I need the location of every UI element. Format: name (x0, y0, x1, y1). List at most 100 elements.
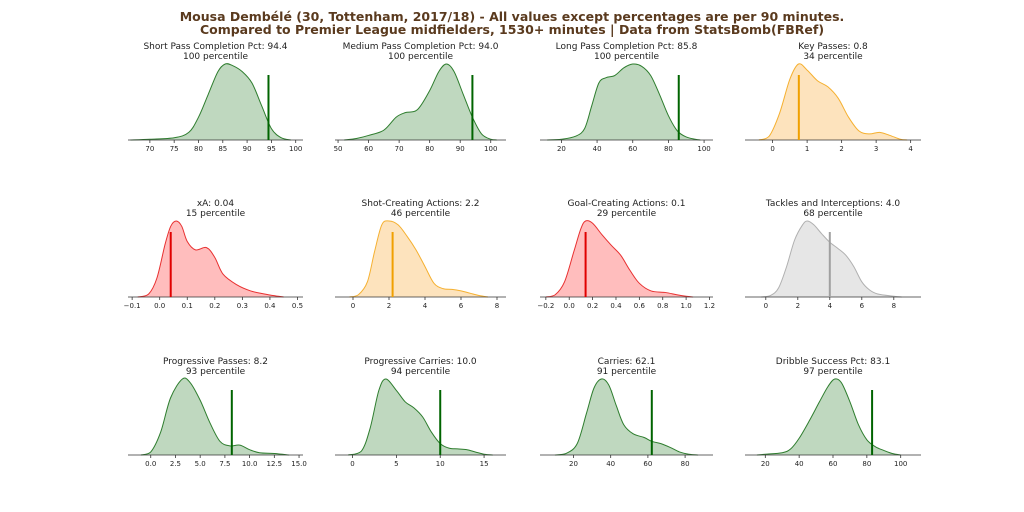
density-area (756, 378, 901, 455)
x-tick-label: 4 (423, 302, 428, 310)
x-tick-label: 5.0 (195, 460, 206, 468)
panel-percentile: 100 percentile (183, 52, 249, 62)
density-curve (545, 220, 694, 298)
x-tick-label: 0.2 (209, 302, 220, 310)
panel-title: Tackles and Interceptions: 4.0 (765, 199, 901, 209)
panel-percentile: 97 percentile (803, 367, 863, 377)
x-tick-label: 100 (894, 460, 907, 468)
x-tick-label: 80 (194, 145, 203, 153)
x-tick-label: 95 (267, 145, 276, 153)
x-tick-label: 0 (351, 302, 355, 310)
panel-percentile: 15 percentile (186, 209, 246, 219)
x-tick-label: 80 (862, 460, 871, 468)
density-area (758, 63, 908, 141)
x-tick-label: 0.5 (292, 302, 303, 310)
x-tick-label: 100 (484, 145, 497, 153)
kde-panel-8: Tackles and Interceptions: 4.068 percent… (745, 199, 921, 310)
chart-subtitle: Compared to Premier League midfielders, … (199, 22, 825, 37)
x-tick-label: 0.1 (182, 302, 193, 310)
density-curve (344, 63, 497, 141)
panel-title: Long Pass Completion Pct: 85.8 (556, 42, 698, 52)
x-tick-label: 0.0 (145, 460, 156, 468)
x-tick-label: 15 (480, 460, 489, 468)
x-tick-label: 90 (243, 145, 252, 153)
kde-panel-6: Shot-Creating Actions: 2.246 percentile 0… (335, 199, 506, 310)
x-tick-label: −0.1 (124, 302, 141, 310)
x-tick-label: 60 (829, 460, 838, 468)
x-tick-label: 0.8 (657, 302, 668, 310)
x-tick-label: 5 (394, 460, 398, 468)
panel-title: Shot-Creating Actions: 2.2 (362, 199, 480, 209)
x-tick-label: 100 (697, 145, 710, 153)
x-tick-label: 85 (218, 145, 227, 153)
panel-title: Dribble Success Pct: 83.1 (776, 357, 890, 367)
x-tick-label: 12.5 (267, 460, 283, 468)
x-tick-label: 15.0 (291, 460, 307, 468)
panel-percentile: 46 percentile (391, 209, 451, 219)
density-area (547, 63, 701, 140)
x-tick-label: 0.2 (587, 302, 598, 310)
x-tick-label: −0.2 (537, 302, 554, 310)
x-tick-label: 6 (459, 302, 464, 310)
panel-title: Goal-Creating Actions: 0.1 (568, 199, 686, 209)
density-area (130, 63, 291, 141)
panel-percentile: 100 percentile (388, 52, 454, 62)
density-area (348, 379, 493, 455)
x-tick-label: 40 (606, 460, 615, 468)
kde-panel-9: Progressive Passes: 8.293 percentile 0.0 2… (128, 357, 307, 468)
x-tick-label: 60 (643, 460, 652, 468)
x-tick-label: 0 (350, 460, 354, 468)
x-tick-label: 2 (796, 302, 800, 310)
kde-panel-4: Key Passes: 0.834 percentile 0 1 2 3 4 (745, 42, 921, 153)
x-tick-label: 60 (628, 145, 637, 153)
panel-title: Progressive Passes: 8.2 (163, 357, 268, 367)
x-tick-label: 80 (425, 145, 434, 153)
x-tick-label: 2 (387, 302, 391, 310)
x-tick-label: 0.6 (634, 302, 646, 310)
density-curve (760, 220, 902, 298)
panel-title: Key Passes: 0.8 (798, 42, 868, 52)
panel-percentile: 34 percentile (803, 52, 863, 62)
x-tick-label: 70 (145, 145, 154, 153)
x-tick-label: 80 (664, 145, 673, 153)
kde-panel-11: Carries: 62.191 percentile 20 40 60 80 (540, 357, 713, 468)
x-tick-label: 8 (495, 302, 499, 310)
panel-percentile: 100 percentile (594, 52, 660, 62)
density-area (545, 220, 694, 297)
x-tick-label: 75 (170, 145, 179, 153)
density-area (344, 64, 497, 140)
x-tick-label: 100 (289, 145, 302, 153)
x-tick-label: 2 (839, 145, 843, 153)
kde-panel-12: Dribble Success Pct: 83.197 percentile 20… (745, 357, 921, 468)
density-curve (349, 220, 489, 298)
x-tick-label: 4 (828, 302, 833, 310)
x-tick-label: 0.3 (237, 302, 248, 310)
panel-title: Progressive Carries: 10.0 (364, 357, 477, 367)
x-tick-label: 40 (593, 145, 602, 153)
density-curve (554, 378, 699, 456)
kde-panel-7: Goal-Creating Actions: 0.129 percentile −… (537, 199, 715, 310)
x-tick-label: 3 (874, 145, 878, 153)
x-tick-label: 8 (892, 302, 896, 310)
x-tick-label: 1 (805, 145, 809, 153)
x-tick-label: 0 (770, 145, 774, 153)
panel-title: xA: 0.04 (197, 199, 235, 209)
x-tick-label: 40 (795, 460, 804, 468)
x-tick-label: 1.0 (681, 302, 692, 310)
density-curve (137, 220, 284, 298)
x-tick-label: 4 (908, 145, 913, 153)
x-tick-label: 0 (764, 302, 768, 310)
x-tick-label: 50 (334, 145, 343, 153)
panel-title: Short Pass Completion Pct: 94.4 (143, 42, 287, 52)
density-area (137, 221, 284, 297)
x-tick-label: 70 (395, 145, 404, 153)
density-curve (140, 377, 290, 456)
x-tick-label: 90 (456, 145, 465, 153)
x-tick-label: 1.2 (704, 302, 715, 310)
density-curve (348, 378, 493, 456)
